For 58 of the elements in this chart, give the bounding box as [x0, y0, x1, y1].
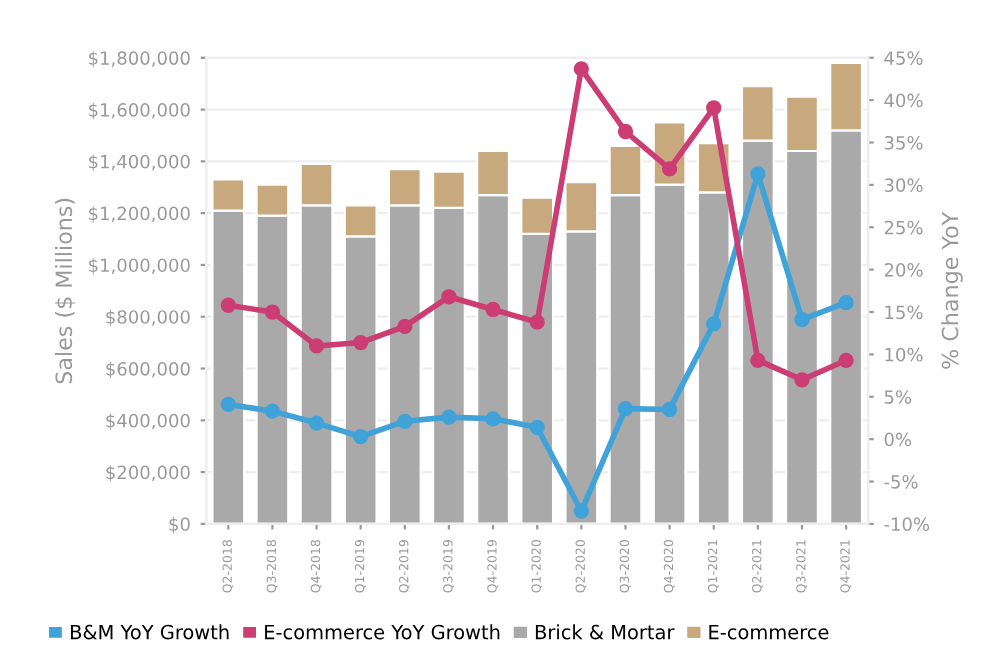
point	[264, 304, 281, 320]
point	[573, 503, 589, 519]
y-tick-label: $600,000	[106, 361, 190, 379]
y2-tick-label: 25%	[884, 220, 923, 235]
y-tick-label: $800,000	[106, 309, 190, 327]
point	[838, 295, 854, 311]
point	[706, 100, 722, 116]
legend-label: E-commerce YoY Growth	[265, 624, 500, 640]
y-axis-title: Sales ($ Millions)	[54, 198, 76, 384]
point	[794, 372, 810, 388]
point	[264, 403, 281, 419]
y2-tick-label: 20%	[884, 263, 923, 277]
point	[529, 419, 545, 435]
point	[397, 318, 413, 335]
point	[353, 428, 369, 445]
point	[529, 314, 545, 330]
point	[397, 413, 413, 429]
y2-tick-label: 40%	[884, 93, 923, 108]
legend-label: E-commerce	[709, 624, 829, 640]
y-tick-label: $1,800,000	[89, 50, 190, 68]
point	[485, 411, 501, 427]
y-tick-label: $1,600,000	[89, 102, 190, 120]
point	[838, 352, 854, 368]
y2-tick-label: 5%	[884, 390, 912, 404]
y2-tick-label: -5%	[884, 474, 918, 489]
y-tick-label: $400,000	[106, 413, 190, 430]
point	[706, 316, 722, 332]
point	[308, 338, 325, 354]
legend-label: B&M YoY Growth	[70, 624, 229, 640]
point	[617, 123, 634, 140]
point	[220, 297, 236, 313]
point	[794, 312, 810, 328]
y2-axis-title: % Change YoY	[941, 211, 963, 369]
y2-tick-label: 30%	[884, 178, 923, 193]
y2-tick-label: -10%	[884, 517, 930, 532]
point	[485, 301, 501, 318]
y2-tick-label: 45%	[884, 51, 923, 65]
point	[661, 161, 678, 177]
point	[308, 415, 325, 431]
point	[220, 396, 236, 413]
y-tick-label: $0	[169, 517, 190, 534]
y-tick-label: $1,200,000	[89, 206, 190, 223]
y-tick-label: $200,000	[106, 465, 190, 482]
point	[441, 289, 457, 305]
point	[573, 61, 589, 77]
point	[353, 334, 369, 351]
point	[750, 352, 766, 368]
y-tick-label: $1,000,000	[89, 258, 190, 275]
y2-tick-label: 15%	[885, 305, 923, 320]
y2-tick-label: 0%	[884, 432, 912, 447]
point	[441, 409, 457, 425]
legend-label: Brick & Mortar	[535, 624, 675, 640]
y2-tick-label: 10%	[885, 347, 923, 362]
y2-tick-label: 35%	[884, 135, 923, 150]
point	[661, 401, 678, 418]
point	[617, 401, 634, 417]
y-tick-label: $1,400,000	[89, 154, 190, 171]
point	[750, 166, 766, 182]
